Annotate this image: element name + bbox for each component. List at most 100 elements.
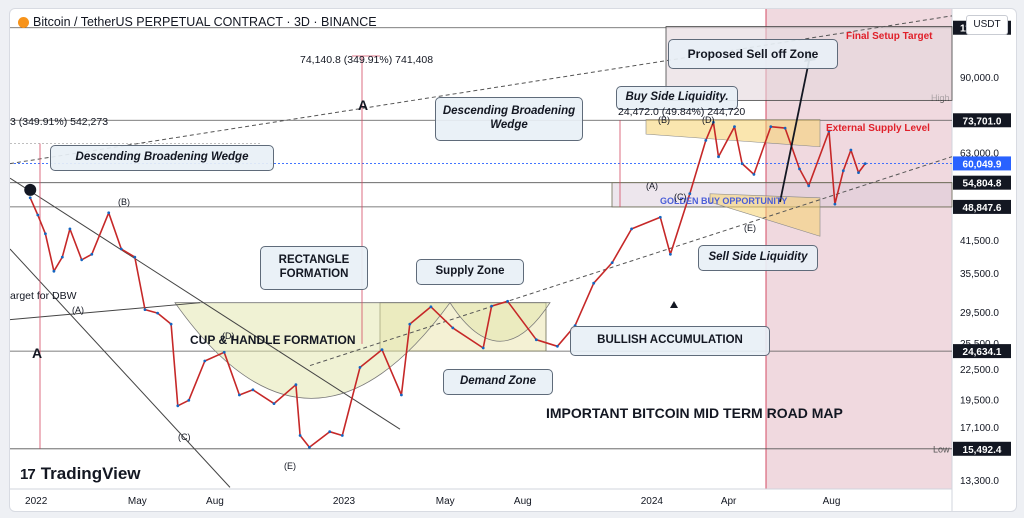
price-point [556,344,559,348]
price-point [740,162,744,166]
price-point [294,383,298,387]
label-main-title: IMPORTANT BITCOIN MID TERM ROAD MAP [546,405,843,421]
x-tick-label: May [436,496,455,507]
price-point [481,346,485,350]
price-point [238,393,241,397]
y-tick-label: 13,300.0 [960,476,999,487]
currency-button[interactable]: USDT [966,15,1008,35]
price-point [807,184,811,188]
price-point [717,155,720,159]
price-chart[interactable]: 2022 May Aug 2023 May Aug 2024 Apr Aug 90,000.0 73… [10,9,1016,511]
price-point [833,202,837,206]
label-buy-side-liquidity: Buy Side Liquidity. [616,86,738,110]
x-tick-label: 2023 [333,496,356,507]
label-big-a-mid: A [358,97,369,113]
price-tag-label: 24,634.1 [963,347,1002,358]
x-tick-label: Apr [721,496,737,507]
price-point [28,196,32,200]
y-tick-label: 22,500.0 [960,365,999,376]
label-supply-zone: Supply Zone [416,259,524,285]
price-tag-bg [953,344,1011,359]
chart-header: Bitcoin / TetherUS PERPETUAL CONTRACT · … [18,15,377,29]
y-tick-label: 29,500.0 [960,308,999,319]
price-point [841,169,845,173]
lower-dashed-trendline [309,156,953,367]
x-tick-label: May [128,496,147,507]
start-marker-dot [24,183,37,196]
label-dbw-right: Descending Broadening Wedge [435,97,583,141]
supply-wedge-zone [645,119,821,148]
price-point [408,322,412,326]
price-tag-bg [953,175,1011,190]
price-tag-label: 60,049.9 [963,159,1002,170]
price-point [534,338,538,342]
price-point [328,430,332,434]
tradingview-logo: 17 TradingView [20,464,141,484]
price-tag-bg [953,441,1011,456]
wave-b-left: (B) [118,197,130,207]
measure-top: 74,140.8 (349.91%) 741,408 [300,54,434,66]
price-point [769,125,773,129]
price-point [52,269,56,273]
y-tick-label: 17,100.0 [960,423,999,434]
price-point [592,281,596,285]
price-point [156,311,160,315]
wave-b-right: (B) [658,115,670,125]
label-big-a-left: A [32,345,43,361]
measure-right: 24,472.0 (49.84%) 244,720 [618,106,746,118]
tradingview-wordmark: TradingView [40,464,141,483]
y-tick-label: 41,500.0 [960,236,999,247]
wave-d-left: (D) [222,331,235,341]
wave-c-left: (C) [178,432,191,442]
bitcoin-icon [18,16,29,28]
tradingview-mark: 17 [20,465,36,483]
price-tag-label: 73,701.0 [963,116,1002,127]
x-tick-label: 2024 [641,496,664,507]
x-tick-label: 2022 [25,496,48,507]
wave-e-left: (E) [284,461,296,471]
price-point [143,308,147,311]
cup-formation-shade [174,302,451,399]
wave-a-left: (A) [72,305,84,315]
price-point [358,366,362,369]
price-point [783,126,787,130]
price-point [798,167,801,171]
price-point [704,139,708,142]
chart-frame[interactable]: 2022 May Aug 2023 May Aug 2024 Apr Aug 90,000.0 73… [9,8,1017,512]
price-point [308,445,311,449]
price-point [752,173,756,176]
price-point [827,129,831,133]
price-point [669,252,672,256]
y-tick-label: 19,500.0 [960,395,999,406]
price-point [340,434,344,437]
price-tag-bg [953,199,1011,214]
projection-arrow-line [779,55,811,203]
price-point [251,388,255,392]
price-point [203,359,207,363]
price-point [119,247,123,251]
wave-d-right: (D) [702,115,715,125]
price-point [857,171,860,175]
price-point [506,299,509,303]
price-point [272,402,276,405]
price-point [44,232,47,236]
price-point [107,211,111,215]
label-golden-buy: GOLDEN BUY OPPORTUNITY [660,196,788,206]
label-bullish-accumulation: BULLISH ACCUMULATION [570,326,770,356]
price-tag-bg [953,156,1011,171]
chart-title: Bitcoin / TetherUS PERPETUAL CONTRACT · … [33,15,377,29]
price-point [68,227,72,231]
measure-left: 3 (349.91%) 542,273 [10,116,109,128]
dbw-target-line [10,302,201,321]
price-point [222,350,226,354]
x-tick-label: Aug [823,496,841,507]
label-cup-handle: CUP & HANDLE FORMATION [190,333,356,347]
price-tag-bg [953,113,1011,128]
wave-e-right: (E) [744,223,756,233]
wave-a-right: (A) [646,181,658,191]
up-arrow-small [670,301,678,308]
price-point [298,434,302,437]
price-point [60,255,64,259]
price-point [429,305,433,309]
wave-c-right: (C) [674,192,687,202]
